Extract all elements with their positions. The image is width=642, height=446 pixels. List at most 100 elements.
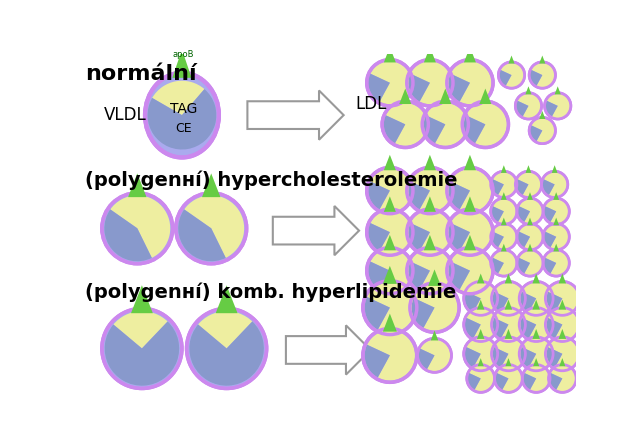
- Polygon shape: [532, 329, 540, 339]
- Wedge shape: [419, 349, 435, 369]
- Wedge shape: [370, 169, 412, 212]
- Ellipse shape: [447, 60, 493, 106]
- Ellipse shape: [546, 281, 579, 315]
- Wedge shape: [519, 225, 542, 249]
- Wedge shape: [522, 283, 552, 314]
- Wedge shape: [494, 338, 524, 370]
- Wedge shape: [546, 318, 562, 339]
- Ellipse shape: [145, 73, 219, 157]
- Wedge shape: [384, 115, 405, 143]
- Wedge shape: [105, 210, 152, 261]
- Ellipse shape: [367, 168, 413, 214]
- Ellipse shape: [516, 93, 542, 119]
- Wedge shape: [496, 373, 508, 390]
- Wedge shape: [546, 347, 562, 368]
- Wedge shape: [551, 366, 575, 391]
- Wedge shape: [497, 366, 521, 391]
- Ellipse shape: [417, 339, 451, 372]
- Ellipse shape: [447, 248, 493, 294]
- Wedge shape: [544, 258, 556, 274]
- Wedge shape: [367, 330, 415, 380]
- Wedge shape: [544, 206, 556, 222]
- Ellipse shape: [517, 198, 543, 224]
- Polygon shape: [464, 47, 476, 62]
- Wedge shape: [410, 249, 451, 292]
- Wedge shape: [184, 195, 244, 258]
- Wedge shape: [493, 251, 516, 275]
- Ellipse shape: [102, 308, 182, 388]
- Wedge shape: [464, 115, 485, 143]
- Ellipse shape: [410, 283, 459, 332]
- Wedge shape: [525, 366, 549, 391]
- Wedge shape: [519, 199, 542, 223]
- Wedge shape: [493, 225, 516, 249]
- Wedge shape: [544, 172, 567, 197]
- Wedge shape: [517, 94, 541, 118]
- Ellipse shape: [529, 117, 555, 144]
- Ellipse shape: [516, 171, 542, 198]
- Wedge shape: [110, 195, 170, 258]
- Ellipse shape: [519, 308, 553, 342]
- Text: (polygenнí) hypercholesterolemie: (polygenнí) hypercholesterolemie: [85, 170, 458, 190]
- Polygon shape: [553, 244, 559, 252]
- Wedge shape: [521, 292, 536, 312]
- Ellipse shape: [542, 171, 568, 198]
- Wedge shape: [523, 373, 536, 390]
- Polygon shape: [131, 285, 153, 313]
- Wedge shape: [469, 366, 494, 391]
- Ellipse shape: [544, 93, 571, 119]
- Wedge shape: [522, 309, 552, 340]
- Wedge shape: [408, 223, 430, 251]
- Polygon shape: [428, 269, 441, 286]
- Wedge shape: [545, 225, 568, 249]
- Polygon shape: [527, 192, 533, 200]
- Wedge shape: [449, 223, 470, 251]
- Wedge shape: [492, 206, 504, 222]
- Ellipse shape: [546, 308, 579, 342]
- Wedge shape: [152, 81, 204, 115]
- Polygon shape: [477, 300, 485, 310]
- Ellipse shape: [492, 337, 525, 371]
- Wedge shape: [449, 74, 470, 102]
- Polygon shape: [383, 314, 397, 332]
- Ellipse shape: [176, 193, 247, 264]
- Ellipse shape: [467, 364, 494, 392]
- Wedge shape: [449, 262, 470, 289]
- Wedge shape: [466, 103, 507, 146]
- Wedge shape: [492, 231, 504, 248]
- Wedge shape: [467, 309, 496, 340]
- Ellipse shape: [494, 364, 523, 392]
- Polygon shape: [525, 87, 532, 95]
- Ellipse shape: [407, 248, 453, 294]
- Wedge shape: [545, 199, 568, 223]
- Polygon shape: [202, 173, 220, 197]
- Wedge shape: [532, 63, 555, 87]
- Polygon shape: [559, 358, 566, 366]
- Polygon shape: [505, 358, 512, 366]
- Wedge shape: [492, 318, 508, 339]
- Ellipse shape: [464, 281, 498, 315]
- Polygon shape: [273, 206, 359, 255]
- Wedge shape: [494, 283, 524, 314]
- Polygon shape: [128, 173, 146, 197]
- Polygon shape: [532, 273, 540, 284]
- Ellipse shape: [102, 193, 173, 264]
- Wedge shape: [386, 103, 427, 146]
- Polygon shape: [384, 47, 396, 62]
- Wedge shape: [410, 211, 451, 254]
- Ellipse shape: [517, 224, 543, 250]
- Wedge shape: [421, 339, 450, 371]
- Polygon shape: [477, 329, 485, 339]
- Polygon shape: [424, 155, 436, 170]
- Wedge shape: [467, 283, 496, 314]
- Polygon shape: [383, 266, 397, 284]
- Wedge shape: [530, 70, 542, 86]
- Wedge shape: [494, 309, 524, 340]
- Text: normální: normální: [85, 64, 196, 84]
- Wedge shape: [542, 179, 555, 195]
- Wedge shape: [189, 322, 264, 386]
- Wedge shape: [465, 318, 481, 339]
- Polygon shape: [539, 55, 545, 64]
- Wedge shape: [492, 292, 508, 312]
- Ellipse shape: [464, 337, 498, 371]
